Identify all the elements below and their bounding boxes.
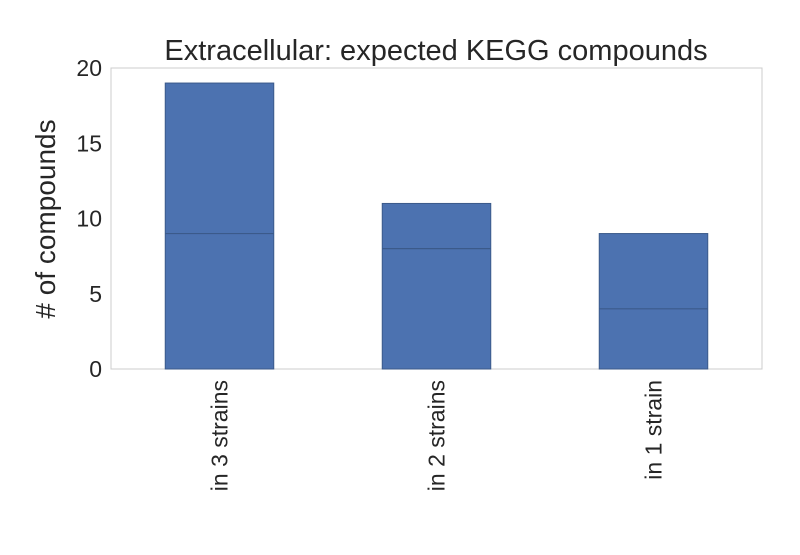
x-tick-label: in 1 strain — [641, 380, 667, 480]
bar — [164, 82, 275, 370]
bars-layer — [164, 82, 709, 370]
y-tick-label: 15 — [76, 130, 102, 156]
y-tick-label: 0 — [89, 356, 102, 382]
y-tick-label: 20 — [76, 55, 102, 81]
chart-title: Extracellular: expected KEGG compounds — [164, 35, 707, 67]
y-axis-label: # of compounds — [30, 119, 61, 318]
y-tick-label: 10 — [76, 206, 102, 232]
x-tick-label: in 3 strains — [207, 380, 233, 491]
bar — [598, 233, 709, 370]
x-axis-ticks: in 3 strains in 2 strains in 1 strain — [207, 380, 667, 491]
y-axis-ticks: 0 5 10 15 20 — [76, 55, 102, 382]
x-tick-label: in 2 strains — [424, 380, 450, 491]
bar — [381, 202, 492, 370]
y-tick-label: 5 — [89, 281, 102, 307]
